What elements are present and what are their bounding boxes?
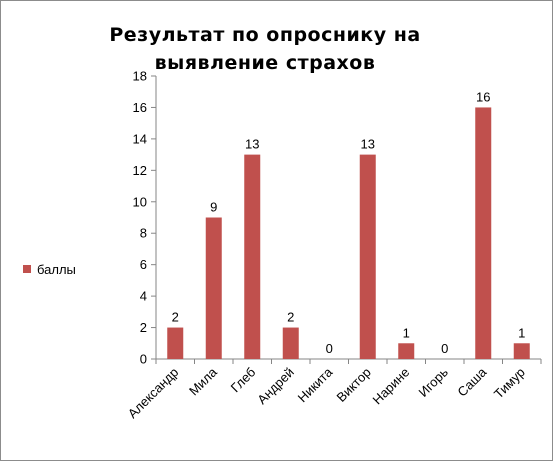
x-axis [155,358,542,364]
y-tick-label: 16 [133,100,147,115]
category-labels: Александр Мила ГлебАндрейНикитаВикторНарин… [125,364,528,421]
x-category-label: Глеб [228,365,259,396]
legend-swatch [23,265,31,273]
y-tick-label: 6 [140,257,147,272]
data-label: 9 [210,200,217,215]
y-tick-label: 4 [140,289,147,304]
chart-title-line-2: выявление страхов [155,52,376,74]
y-tick-label: 18 [133,69,147,84]
bar [205,217,222,359]
bar [282,327,299,359]
data-label: 0 [326,341,333,356]
bar [359,154,376,359]
y-axis: 0 2 4 6 8 10 12 14 16 18 [133,69,157,367]
x-category-label: Мила [186,364,220,398]
bar-series [167,107,530,359]
data-label: 13 [361,137,375,152]
data-label: 1 [518,325,525,340]
y-tick-label: 2 [140,320,147,335]
bar [513,343,530,359]
data-label: 16 [476,89,490,104]
legend: баллы [23,262,76,277]
legend-label: баллы [37,262,76,277]
bar [398,343,415,359]
x-category-label: Саша [454,364,489,399]
data-label: 13 [245,137,259,152]
x-category-label: Александр [125,365,182,422]
data-label: 0 [441,341,448,356]
data-label: 1 [403,325,410,340]
x-category-label: Тимур [491,365,528,402]
data-labels: 2 9 13 2 0 13 1 0 16 1 [172,89,526,356]
x-category-label: Игорь [415,364,451,400]
x-category-label: Андрей [254,365,297,408]
data-label: 2 [172,310,179,325]
chart-title: Результат по опроснику на выявление стра… [109,24,420,74]
bar [167,327,184,359]
chart-title-line-1: Результат по опроснику на [109,24,420,46]
y-tick-label: 8 [140,226,147,241]
bar [244,154,261,359]
y-tick-label: 0 [140,352,147,367]
y-tick-label: 12 [133,163,147,178]
data-label: 2 [287,310,294,325]
x-category-label: Нарине [370,365,413,408]
y-tick-label: 10 [133,194,147,209]
x-category-label: Виктор [334,365,374,405]
y-tick-label: 14 [133,131,147,146]
bar [475,107,492,359]
x-category-label: Никита [295,364,336,405]
